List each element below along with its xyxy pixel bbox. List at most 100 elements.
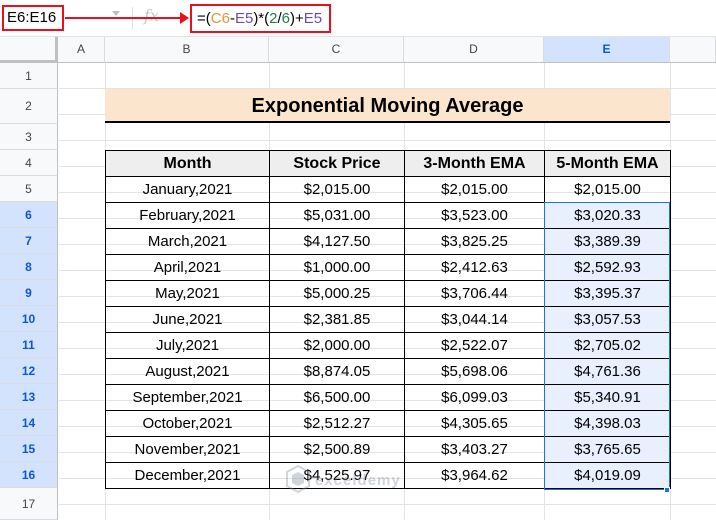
cell-5-month-ema[interactable]: $4,398.03 <box>544 410 671 437</box>
cell-5-month-ema[interactable]: $5,340.91 <box>544 384 671 411</box>
row-header-5[interactable]: 5 <box>0 176 58 202</box>
cell-5-month-ema[interactable]: $4,019.09 <box>544 462 671 489</box>
table-row: November,2021 $2,500.89 $3,403.27 $3,765.65 <box>105 436 671 463</box>
cell-5-month-ema[interactable]: $2,592.93 <box>544 254 671 281</box>
gridline <box>670 63 671 520</box>
cell-5-month-ema[interactable]: $3,057.53 <box>544 306 671 333</box>
table-header-row: Month Stock Price 3-Month EMA 5-Month EM… <box>105 150 671 177</box>
formula-input[interactable]: =(C6-E5)*(2/6)+E5 <box>190 4 331 33</box>
formula-bar: E6:E16 fx =(C6-E5)*(2/6)+E5 <box>0 0 716 37</box>
cell-3-month-ema[interactable]: $4,305.65 <box>404 410 545 437</box>
row-header-17[interactable]: 17 <box>0 488 58 520</box>
table-row: December,2021 $4,525.97 $3,964.62 $4,019.09 <box>105 462 671 489</box>
cell-stock-price[interactable]: $2,500.89 <box>269 436 405 463</box>
row-header-14[interactable]: 14 <box>0 410 58 436</box>
cell-stock-price[interactable]: $5,031.00 <box>269 202 405 229</box>
cell-3-month-ema[interactable]: $2,522.07 <box>404 332 545 359</box>
header-month[interactable]: Month <box>105 150 270 177</box>
cell-5-month-ema[interactable]: $2,705.02 <box>544 332 671 359</box>
header-stock-price[interactable]: Stock Price <box>269 150 405 177</box>
cell-month[interactable]: November,2021 <box>105 436 270 463</box>
annotation-arrow-line <box>65 17 183 19</box>
header-5-month-ema[interactable]: 5-Month EMA <box>544 150 671 177</box>
cell-3-month-ema[interactable]: $3,706.44 <box>404 280 545 307</box>
cell-stock-price[interactable]: $2,000.00 <box>269 332 405 359</box>
row-header-15[interactable]: 15 <box>0 436 58 462</box>
cell-3-month-ema[interactable]: $2,412.63 <box>404 254 545 281</box>
row-header-3[interactable]: 3 <box>0 124 58 150</box>
row-header-11[interactable]: 11 <box>0 332 58 358</box>
cell-month[interactable]: May,2021 <box>105 280 270 307</box>
fx-icon: fx <box>144 6 159 25</box>
column-header-c[interactable]: C <box>269 37 404 63</box>
sheet-title[interactable]: Exponential Moving Average <box>105 89 670 123</box>
column-header-d[interactable]: D <box>404 37 544 63</box>
row-header-2[interactable]: 2 <box>0 89 58 124</box>
row-header-13[interactable]: 13 <box>0 384 58 410</box>
row-header-8[interactable]: 8 <box>0 254 58 280</box>
cell-3-month-ema[interactable]: $5,698.06 <box>404 358 545 385</box>
cell-3-month-ema[interactable]: $2,015.00 <box>404 176 545 203</box>
cell-3-month-ema[interactable]: $6,099.03 <box>404 384 545 411</box>
cell-stock-price[interactable]: $5,000.25 <box>269 280 405 307</box>
cell-stock-price[interactable]: $1,000.00 <box>269 254 405 281</box>
column-header-a[interactable]: A <box>58 37 105 63</box>
table-row: October,2021 $2,512.27 $4,305.65 $4,398.03 <box>105 410 671 437</box>
formula-ref-e5: E5 <box>234 10 254 27</box>
row-header-6[interactable]: 6 <box>0 202 58 228</box>
table-row: March,2021 $4,127.50 $3,825.25 $3,389.39 <box>105 228 671 255</box>
cell-month[interactable]: February,2021 <box>105 202 270 229</box>
formula-token: =( <box>197 10 211 27</box>
cell-3-month-ema[interactable]: $3,044.14 <box>404 306 545 333</box>
column-header-e[interactable]: E <box>544 37 670 63</box>
cell-5-month-ema[interactable]: $3,395.37 <box>544 280 671 307</box>
cell-stock-price[interactable]: $8,874.05 <box>269 358 405 385</box>
cell-month[interactable]: December,2021 <box>105 462 270 489</box>
column-header-b[interactable]: B <box>105 37 269 63</box>
cell-5-month-ema[interactable]: $4,761.36 <box>544 358 671 385</box>
cell-3-month-ema[interactable]: $3,523.00 <box>404 202 545 229</box>
cell-stock-price[interactable]: $6,500.00 <box>269 384 405 411</box>
cell-stock-price[interactable]: $4,525.97 <box>269 462 405 489</box>
cell-5-month-ema[interactable]: $3,765.65 <box>544 436 671 463</box>
table-row: May,2021 $5,000.25 $3,706.44 $3,395.37 <box>105 280 671 307</box>
cell-month[interactable]: July,2021 <box>105 332 270 359</box>
row-header-1[interactable]: 1 <box>0 63 58 89</box>
row-header-4[interactable]: 4 <box>0 150 58 176</box>
row-header-16[interactable]: 16 <box>0 462 58 488</box>
table-row: February,2021 $5,031.00 $3,523.00 $3,020.33 <box>105 202 671 229</box>
cell-month[interactable]: September,2021 <box>105 384 270 411</box>
table-row: April,2021 $1,000.00 $2,412.63 $2,592.93 <box>105 254 671 281</box>
table-row: August,2021 $8,874.05 $5,698.06 $4,761.36 <box>105 358 671 385</box>
row-header-12[interactable]: 12 <box>0 358 58 384</box>
cell-3-month-ema[interactable]: $3,964.62 <box>404 462 545 489</box>
formula-token: )*( <box>253 10 270 27</box>
name-box-dropdown-icon[interactable] <box>112 11 120 16</box>
cell-month[interactable]: August,2021 <box>105 358 270 385</box>
cell-month[interactable]: June,2021 <box>105 306 270 333</box>
fill-handle[interactable] <box>664 487 670 493</box>
cell-month[interactable]: March,2021 <box>105 228 270 255</box>
select-all-corner[interactable] <box>0 37 58 63</box>
table-row: July,2021 $2,000.00 $2,522.07 $2,705.02 <box>105 332 671 359</box>
cell-month[interactable]: April,2021 <box>105 254 270 281</box>
row-header-10[interactable]: 10 <box>0 306 58 332</box>
cell-stock-price[interactable]: $2,015.00 <box>269 176 405 203</box>
cell-month[interactable]: January,2021 <box>105 176 270 203</box>
cell-3-month-ema[interactable]: $3,825.25 <box>404 228 545 255</box>
cell-stock-price[interactable]: $2,512.27 <box>269 410 405 437</box>
cell-5-month-ema[interactable]: $3,020.33 <box>544 202 671 229</box>
cell-stock-price[interactable]: $2,381.85 <box>269 306 405 333</box>
column-header-f[interactable] <box>670 37 716 63</box>
header-3-month-ema[interactable]: 3-Month EMA <box>404 150 545 177</box>
name-box[interactable]: E6:E16 <box>2 5 64 31</box>
ema-table: Month Stock Price 3-Month EMA 5-Month EM… <box>105 150 671 489</box>
cell-stock-price[interactable]: $4,127.50 <box>269 228 405 255</box>
cell-5-month-ema[interactable]: $2,015.00 <box>544 176 671 203</box>
table-row: September,2021 $6,500.00 $6,099.03 $5,340.9… <box>105 384 671 411</box>
row-header-9[interactable]: 9 <box>0 280 58 306</box>
cell-3-month-ema[interactable]: $3,403.27 <box>404 436 545 463</box>
cell-month[interactable]: October,2021 <box>105 410 270 437</box>
cell-5-month-ema[interactable]: $3,389.39 <box>544 228 671 255</box>
row-header-7[interactable]: 7 <box>0 228 58 254</box>
